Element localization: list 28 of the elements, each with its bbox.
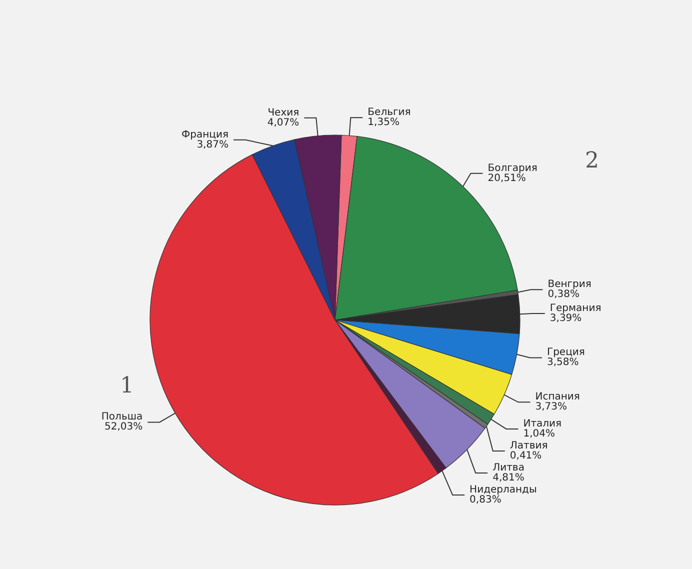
text: 2	[585, 148, 599, 174]
text: 1	[120, 374, 134, 398]
data-label: 1,04%	[523, 428, 555, 440]
slice-label: Бельгия	[368, 107, 411, 118]
data-label: 0,83%	[470, 494, 502, 506]
slice-label: Греция	[546, 347, 585, 358]
slice-label: Германия	[550, 303, 602, 314]
data-label: 3,73%	[535, 402, 568, 413]
data-label: 3,39%	[550, 313, 582, 324]
data-label: 3,58%	[546, 357, 579, 368]
data-label: 4,81%	[492, 472, 524, 484]
slice-label: Испания	[535, 392, 580, 403]
data-label: 4,07%	[267, 117, 300, 128]
data-label: 52,03%	[104, 422, 143, 433]
slice-label: Италия	[523, 418, 562, 430]
slice-label: Литва	[492, 462, 524, 474]
slice-label: Венгрия	[548, 279, 592, 290]
data-label: 0,41%	[510, 450, 542, 462]
slice-label: Латвия	[510, 440, 548, 452]
slice-label: Чехия	[268, 107, 300, 118]
data-label: 0,38%	[548, 289, 580, 300]
data-label: 20,51%	[488, 172, 526, 184]
slice-label: Франция	[182, 129, 228, 140]
slice-label: Болгария	[488, 162, 538, 174]
data-label: 3,87%	[196, 139, 228, 150]
data-label: 1,35%	[368, 117, 400, 128]
slice-label: Польша	[101, 412, 143, 423]
slice-label: Нидерланды	[470, 484, 537, 496]
